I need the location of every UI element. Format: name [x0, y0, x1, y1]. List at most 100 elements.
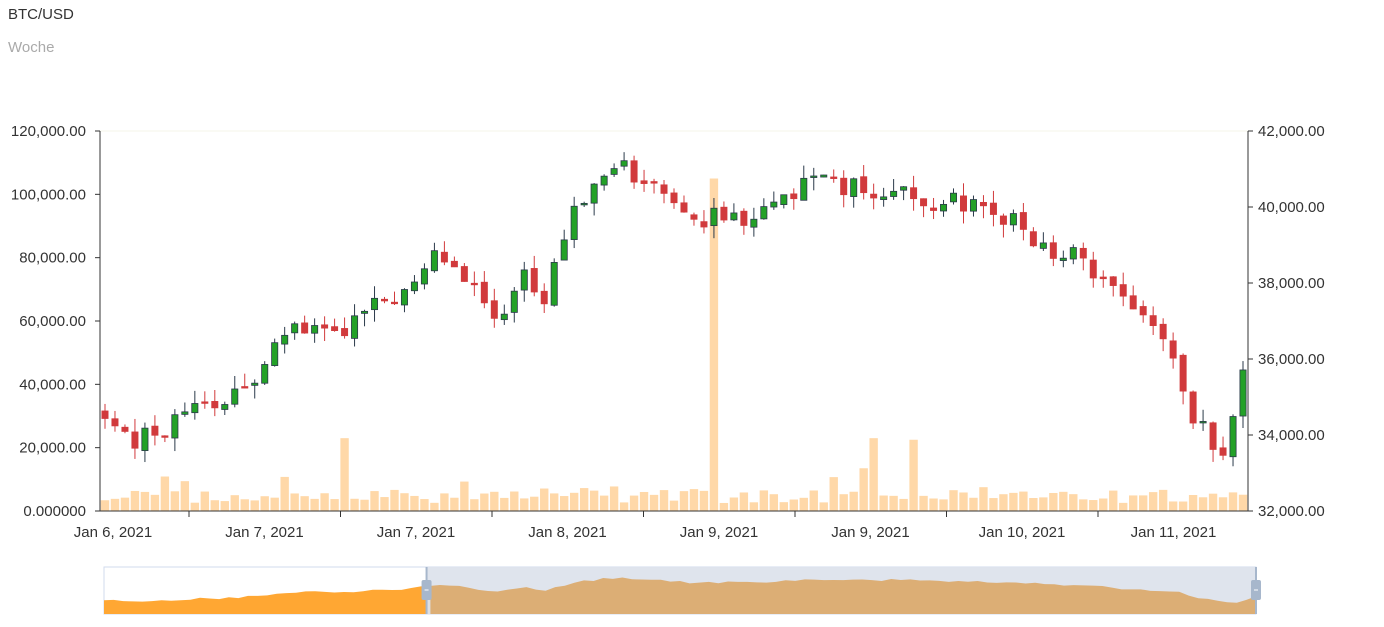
volume-bar: [360, 499, 369, 511]
candle-body: [1089, 259, 1097, 279]
volume-bar: [1079, 499, 1088, 511]
volume-bar: [500, 497, 509, 511]
x-axis-tick-label: Jan 7, 2021: [225, 524, 303, 541]
candle: [540, 283, 548, 313]
volume-bar: [899, 498, 908, 511]
candle-body: [960, 195, 967, 212]
volume-bar: [989, 498, 998, 511]
volume-bar: [1019, 491, 1028, 511]
left-axis-tick-label: 20,000.00: [19, 440, 86, 457]
volume-bar: [849, 491, 858, 511]
volume-bar: [240, 499, 249, 511]
candle-body: [1029, 231, 1037, 247]
volume-bar: [170, 491, 180, 511]
volume-bar: [959, 492, 968, 511]
volume-bar: [609, 486, 619, 511]
volume-bar: [250, 500, 259, 511]
volume-bar: [200, 491, 210, 511]
volume-bar: [599, 495, 609, 511]
x-axis-tick-label: Jan 10, 2021: [979, 524, 1066, 541]
candle-body: [161, 435, 169, 438]
volume-bar: [1129, 495, 1138, 511]
candle-body: [1149, 315, 1157, 327]
volume-bar: [530, 496, 539, 511]
candle-body: [900, 186, 908, 191]
left-axis-tick-label: 80,000.00: [19, 250, 86, 267]
volume-bar: [430, 502, 439, 511]
candle: [960, 183, 967, 224]
candle-body: [221, 404, 229, 410]
candle: [910, 175, 918, 211]
candle: [670, 188, 678, 209]
candle: [490, 288, 498, 328]
x-axis-tick-label: Jan 7, 2021: [377, 524, 455, 541]
candle: [1019, 203, 1027, 241]
slider-area-selected: [430, 577, 1256, 614]
data-zoom-slider[interactable]: [103, 566, 1261, 615]
candle-body: [1109, 276, 1117, 286]
candle-body: [610, 168, 618, 175]
right-axis-tick-label: 42,000.00: [1258, 123, 1325, 140]
slider-right-handle[interactable]: [1251, 567, 1261, 614]
candle: [1079, 242, 1087, 271]
candle: [1179, 353, 1187, 405]
candle-body: [950, 192, 958, 203]
candle: [231, 375, 239, 408]
volume-bar: [1168, 501, 1178, 511]
candle-body: [590, 183, 598, 204]
candle: [211, 390, 219, 417]
candle-body: [400, 289, 408, 306]
volume-bar: [769, 494, 779, 511]
candle-body: [700, 221, 708, 228]
candle-body: [540, 290, 548, 305]
candle: [880, 187, 888, 207]
chart-title: BTC/USD: [8, 6, 74, 23]
candle-body: [321, 324, 329, 329]
volume-bar: [969, 497, 978, 511]
candle: [750, 207, 758, 237]
candle-body: [560, 239, 568, 261]
candle: [1219, 436, 1227, 461]
candle: [291, 321, 299, 340]
candle-body: [650, 181, 658, 184]
candle-body: [670, 192, 678, 204]
candle: [321, 316, 329, 342]
candle-body: [840, 177, 848, 196]
volume-bar: [400, 493, 409, 511]
volume-bar: [1119, 502, 1128, 511]
x-axis-tick-label: Jan 8, 2021: [528, 524, 606, 541]
candle: [520, 261, 528, 302]
candle-body: [860, 176, 868, 194]
candle: [221, 401, 229, 415]
right-axis-tick-label: 38,000.00: [1258, 275, 1325, 292]
volume-bar: [450, 497, 459, 511]
volume-bar: [520, 498, 529, 511]
volume-bar: [160, 476, 170, 511]
volume-bar: [559, 496, 569, 511]
volume-bar: [230, 495, 239, 511]
candle-body: [570, 205, 578, 240]
candle-body: [720, 206, 728, 221]
volume-bar: [649, 494, 659, 511]
candle: [940, 199, 948, 217]
right-axis-tick-label: 40,000.00: [1258, 199, 1325, 216]
candle: [979, 195, 987, 219]
candle: [410, 275, 418, 295]
candle: [121, 424, 129, 434]
candle: [920, 198, 928, 218]
slider-left-handle[interactable]: [421, 567, 432, 614]
candle-body: [131, 431, 139, 449]
candle-body: [440, 251, 448, 263]
candle-body: [770, 201, 778, 208]
candle: [730, 203, 738, 222]
candle: [1209, 421, 1217, 462]
candle-body: [1139, 306, 1147, 316]
candle-body: [111, 418, 119, 427]
candle-body: [480, 281, 488, 304]
candle: [1099, 270, 1107, 288]
volume-bar: [540, 488, 549, 511]
candle: [341, 317, 349, 339]
candle-body: [870, 193, 878, 199]
volume-bar: [420, 499, 429, 511]
